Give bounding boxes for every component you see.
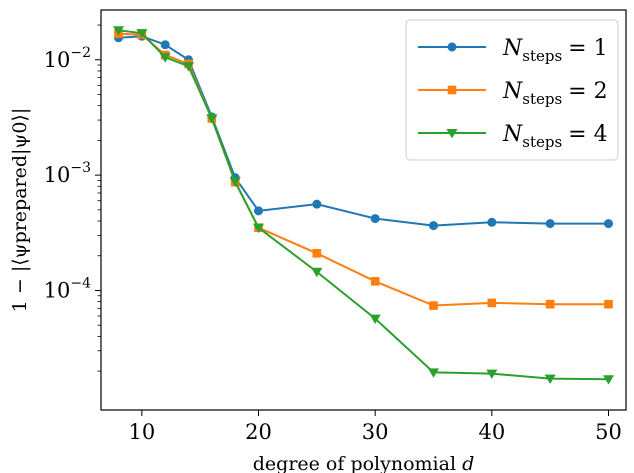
data-point (311, 267, 323, 278)
data-point (604, 299, 613, 309)
x-axis-label: degree of polynomial d (253, 453, 475, 473)
x-axis-label-prefix: degree of polynomial (253, 453, 456, 473)
x-tick-label: 10 (128, 420, 155, 444)
legend-subscript: steps (522, 90, 562, 108)
data-point (603, 219, 613, 229)
legend-subscript: steps (522, 47, 562, 65)
y-axis-label: 1 − |⟨ψprepared|ψ0⟩| (9, 108, 31, 312)
legend-value: = 1 (568, 36, 607, 61)
data-point (206, 114, 218, 124)
data-point (544, 374, 556, 384)
x-tick-label: 40 (478, 420, 505, 444)
data-point (428, 221, 438, 231)
data-point (487, 298, 497, 308)
legend-marker (446, 128, 458, 139)
legend-entry-1: Nsteps = 1 (418, 36, 608, 65)
legend-var: N (502, 79, 523, 104)
data-point (229, 177, 241, 187)
legend-box (405, 19, 619, 161)
data-point (486, 369, 498, 380)
legend-var: N (502, 36, 523, 61)
data-point (370, 277, 380, 286)
x-tick-label: 30 (362, 420, 389, 444)
legend-subscript: steps (522, 133, 562, 151)
data-point (602, 375, 615, 385)
y-tick-label: 10−2 (44, 45, 91, 72)
x-tick-label: 50 (595, 420, 622, 444)
y-tick-exponent: −2 (70, 45, 91, 61)
series-3 (112, 26, 615, 385)
data-point (369, 314, 381, 324)
x-axis: 10 20 30 40 50 (128, 410, 622, 444)
data-point (112, 26, 125, 36)
legend-marker (447, 85, 457, 95)
y-tick-base: 10 (44, 163, 71, 187)
legend-label: Nsteps = 1 (502, 36, 608, 65)
y-tick-label: 10−3 (44, 160, 91, 187)
y-tick-exponent: −3 (70, 160, 91, 176)
legend-value: = 2 (568, 79, 607, 104)
data-point (182, 62, 195, 72)
data-point (545, 299, 555, 309)
legend-var: N (502, 122, 523, 147)
legend: Nsteps = 1 Nsteps = 2 Nsteps = 4 (405, 19, 619, 161)
data-point (545, 219, 555, 229)
data-point (487, 217, 497, 227)
x-axis-label-variable: d (462, 453, 474, 473)
data-point (159, 53, 171, 63)
data-point (427, 368, 440, 378)
data-point (312, 248, 322, 258)
legend-entry-3: Nsteps = 4 (418, 122, 608, 151)
data-point (429, 301, 438, 310)
legend-marker (447, 42, 457, 52)
series-group (112, 26, 615, 385)
data-point (160, 40, 170, 50)
x-tick-label: 20 (245, 420, 272, 444)
y-tick-exponent: −4 (70, 275, 91, 291)
y-tick-base: 10 (44, 278, 71, 302)
y-axis: 10−210−310−4 (44, 24, 101, 372)
data-point (370, 214, 380, 224)
legend-entry-2: Nsteps = 2 (418, 79, 608, 108)
y-tick-label: 10−4 (44, 275, 91, 302)
data-point (254, 206, 264, 216)
legend-label: Nsteps = 2 (502, 79, 608, 108)
legend-value: = 4 (568, 122, 607, 147)
data-point (312, 199, 322, 209)
y-tick-base: 10 (44, 48, 71, 72)
legend-label: Nsteps = 4 (502, 122, 608, 151)
data-point (136, 29, 148, 39)
data-point (252, 223, 265, 234)
